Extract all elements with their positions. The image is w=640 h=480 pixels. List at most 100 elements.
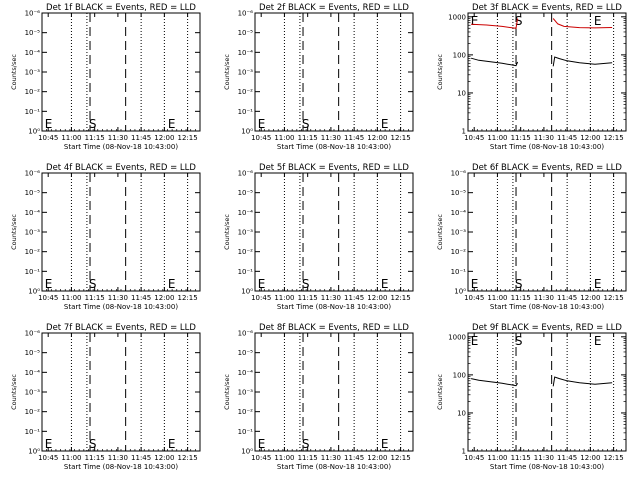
panel-title: Det 4f BLACK = Events, RED = LLD	[46, 163, 196, 173]
y-tick-label: 10⁰	[241, 448, 253, 456]
event-marker-s: S	[515, 14, 523, 28]
x-tick-label: 11:15	[85, 134, 105, 142]
plot-frame	[254, 12, 414, 132]
y-axis-label: Counts/sec	[10, 54, 18, 90]
y-tick-label: 10⁻³	[238, 69, 254, 77]
event-marker-e: E	[381, 277, 389, 291]
y-tick-label: 10⁻⁴	[25, 369, 41, 377]
x-tick-label: 12:00	[580, 134, 600, 142]
x-tick-label: 11:30	[321, 294, 341, 302]
x-tick-label: 11:30	[321, 454, 341, 462]
event-marker-s: S	[89, 277, 97, 291]
x-tick-label: 11:45	[344, 454, 364, 462]
x-tick-label: 10:45	[38, 134, 58, 142]
x-tick-label: 11:30	[534, 294, 554, 302]
y-tick-label: 10⁻¹	[451, 268, 467, 276]
x-tick-label: 11:15	[298, 454, 318, 462]
event-marker-e: E	[258, 277, 266, 291]
event-marker-e: E	[45, 437, 53, 451]
events-rate-line	[552, 376, 613, 387]
x-tick-label: 11:15	[298, 294, 318, 302]
x-tick-label: 10:45	[38, 454, 58, 462]
y-tick-label: 100	[453, 371, 466, 379]
event-marker-e: E	[471, 277, 479, 291]
event-marker-s: S	[89, 437, 97, 451]
y-tick-label: 10⁻⁶	[25, 10, 41, 18]
x-tick-label: 11:00	[274, 294, 294, 302]
y-tick-label: 10⁻⁶	[238, 10, 254, 18]
y-tick-label: 10⁻³	[25, 69, 41, 77]
y-tick-label: 10⁻⁶	[238, 170, 254, 178]
x-tick-label: 10:45	[464, 454, 484, 462]
x-tick-label: 10:45	[464, 134, 484, 142]
lld-rate-line	[471, 18, 519, 29]
y-tick-label: 10⁻²	[25, 408, 41, 416]
x-tick-label: 11:30	[108, 134, 128, 142]
x-axis-label: Start Time (08-Nov-18 10:43:00)	[277, 463, 391, 471]
y-axis-label: Counts/sec	[223, 374, 231, 410]
x-tick-label: 12:00	[154, 454, 174, 462]
event-marker-e: E	[594, 14, 602, 28]
x-tick-label: 11:15	[511, 454, 531, 462]
x-tick-label: 11:15	[511, 294, 531, 302]
x-tick-label: 11:45	[131, 294, 151, 302]
y-tick-label: 10⁻³	[451, 229, 467, 237]
y-tick-label: 10⁻²	[238, 248, 254, 256]
x-tick-label: 11:00	[61, 294, 81, 302]
y-tick-label: 100	[453, 51, 466, 59]
y-axis-label: Counts/sec	[436, 54, 444, 90]
y-tick-label: 10⁻²	[25, 248, 41, 256]
y-tick-label: 10⁻²	[25, 88, 41, 96]
x-tick-label: 10:45	[251, 454, 271, 462]
panel-title: Det 2f BLACK = Events, RED = LLD	[259, 3, 409, 13]
x-tick-label: 12:00	[154, 134, 174, 142]
event-marker-s: S	[302, 277, 310, 291]
x-tick-label: 10:45	[251, 294, 271, 302]
x-tick-label: 11:45	[557, 294, 577, 302]
x-tick-label: 11:00	[487, 134, 507, 142]
y-tick-label: 10⁻⁵	[451, 189, 467, 197]
events-rate-line	[552, 56, 613, 67]
event-marker-e: E	[168, 277, 176, 291]
y-tick-label: 10⁰	[241, 128, 253, 136]
panel-title: Det 8f BLACK = Events, RED = LLD	[259, 323, 409, 333]
x-tick-label: 12:15	[178, 454, 198, 462]
x-tick-label: 11:00	[274, 134, 294, 142]
y-tick-label: 10⁻⁶	[451, 170, 467, 178]
event-marker-s: S	[515, 277, 523, 291]
panel-title: Det 6f BLACK = Events, RED = LLD	[472, 163, 622, 173]
panel-title: Det 1f BLACK = Events, RED = LLD	[46, 3, 196, 13]
event-marker-e: E	[594, 334, 602, 348]
event-marker-e: E	[471, 14, 479, 28]
event-marker-e: E	[45, 117, 53, 131]
x-tick-label: 11:15	[511, 134, 531, 142]
x-tick-label: 11:00	[61, 454, 81, 462]
x-tick-label: 12:00	[154, 294, 174, 302]
x-tick-label: 11:45	[344, 294, 364, 302]
y-tick-label: 10⁻⁵	[238, 29, 254, 37]
y-tick-label: 1000	[448, 333, 466, 341]
y-tick-label: 10⁰	[28, 448, 40, 456]
y-tick-label: 10⁻⁶	[238, 330, 254, 338]
event-marker-e: E	[168, 117, 176, 131]
x-axis-label: Start Time (08-Nov-18 10:43:00)	[64, 143, 178, 151]
y-tick-label: 10⁻³	[25, 229, 41, 237]
plot-frame	[41, 332, 201, 452]
panel-title: Det 7f BLACK = Events, RED = LLD	[46, 323, 196, 333]
x-tick-label: 11:15	[85, 294, 105, 302]
y-axis-label: Counts/sec	[436, 214, 444, 250]
y-tick-label: 10⁰	[28, 288, 40, 296]
x-tick-label: 12:00	[367, 134, 387, 142]
x-axis-label: Start Time (08-Nov-18 10:43:00)	[277, 143, 391, 151]
x-tick-label: 11:15	[85, 454, 105, 462]
x-tick-label: 11:00	[274, 454, 294, 462]
x-tick-label: 12:15	[178, 294, 198, 302]
y-tick-label: 10⁻²	[451, 248, 467, 256]
y-tick-label: 10⁻⁵	[25, 189, 41, 197]
y-axis-label: Counts/sec	[436, 374, 444, 410]
panel-title: Det 3f BLACK = Events, RED = LLD	[472, 3, 622, 13]
y-axis-label: Counts/sec	[223, 214, 231, 250]
